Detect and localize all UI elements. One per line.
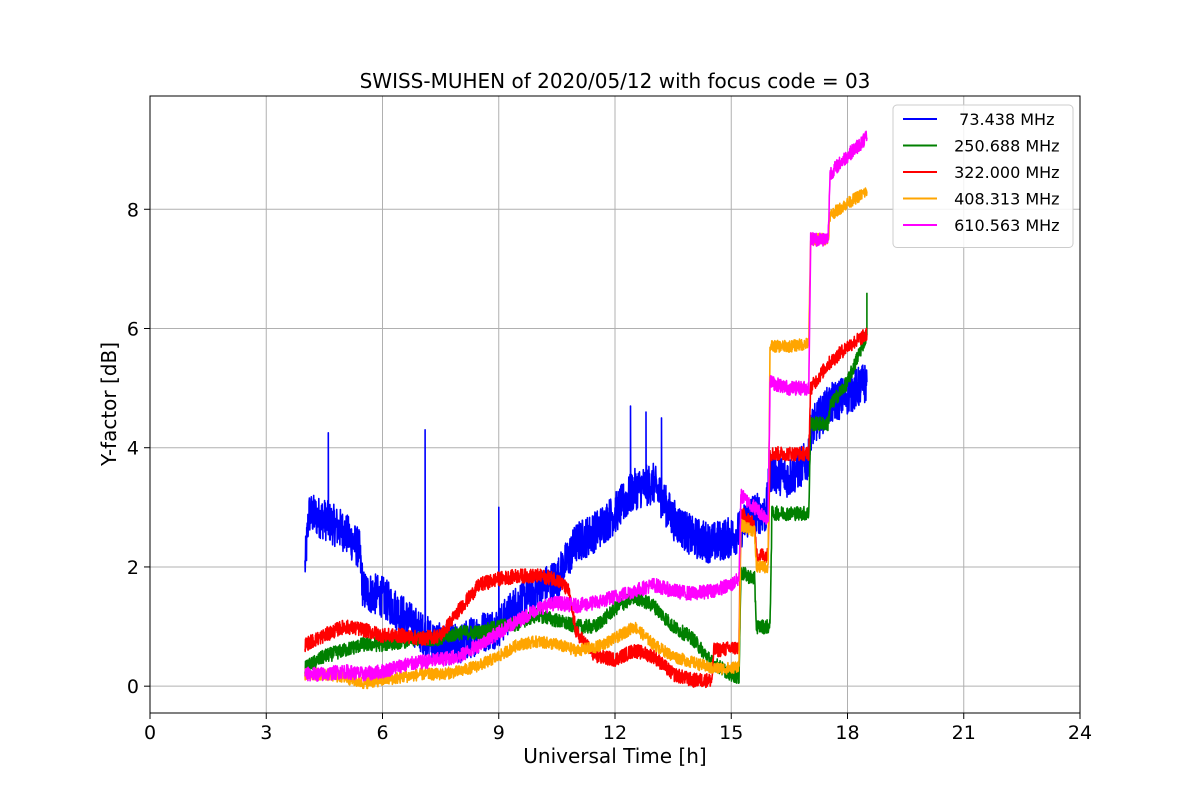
series-line: [304, 187, 868, 690]
legend-label: 250.688 MHz: [949, 137, 1060, 156]
chart-title: SWISS-MUHEN of 2020/05/12 with focus cod…: [360, 69, 871, 93]
x-tick-label: 12: [603, 722, 627, 744]
x-tick-label: 21: [952, 722, 976, 744]
legend-label: 322.000 MHz: [949, 163, 1060, 182]
x-tick-label: 0: [144, 722, 156, 744]
x-tick-label: 3: [260, 722, 272, 744]
x-tick-label: 9: [493, 722, 505, 744]
series-line: [304, 130, 868, 682]
y-tick-label: 0: [127, 676, 139, 698]
y-tick-label: 4: [127, 438, 139, 460]
y-tick-label: 2: [127, 557, 139, 579]
plot-series: [304, 130, 868, 690]
y-axis-label: Y-factor [dB]: [97, 342, 121, 467]
x-tick-label: 6: [376, 722, 388, 744]
x-axis-label: Universal Time [h]: [523, 744, 706, 768]
series-line: [304, 364, 868, 666]
y-tick-label: 6: [127, 318, 139, 340]
x-tick-label: 15: [719, 722, 743, 744]
x-tick-label: 24: [1068, 722, 1092, 744]
legend: 73.438 MHz 250.688 MHz 322.000 MHz 408.3…: [892, 104, 1074, 248]
legend-label: 610.563 MHz: [949, 216, 1060, 235]
legend-label: 408.313 MHz: [949, 190, 1060, 209]
legend-label: 73.438 MHz: [949, 110, 1054, 129]
y-tick-label: 8: [127, 199, 139, 221]
x-tick-label: 18: [835, 722, 859, 744]
legend-box: [892, 104, 1074, 248]
